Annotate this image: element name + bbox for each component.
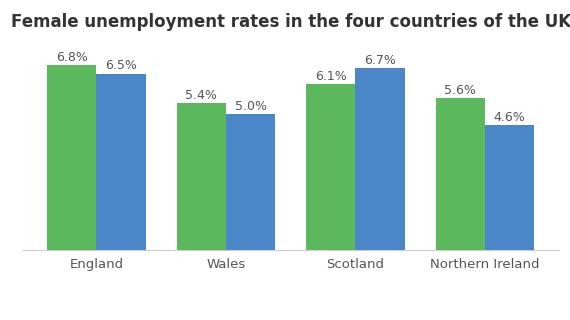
Bar: [96, 74, 145, 250]
Text: 6.5%: 6.5%: [105, 59, 137, 72]
Bar: [306, 84, 356, 250]
Text: 5.0%: 5.0%: [234, 100, 267, 113]
Title: Female unemployment rates in the four countries of the UK: Female unemployment rates in the four co…: [11, 13, 570, 31]
Text: 6.8%: 6.8%: [56, 51, 88, 64]
Bar: [485, 125, 534, 250]
Text: 4.6%: 4.6%: [494, 111, 526, 124]
Bar: [356, 68, 405, 250]
Text: 6.7%: 6.7%: [364, 54, 396, 67]
Bar: [436, 98, 485, 250]
Bar: [47, 66, 96, 250]
Text: 6.1%: 6.1%: [315, 70, 347, 83]
Text: 5.4%: 5.4%: [185, 89, 217, 102]
Bar: [177, 103, 226, 250]
Bar: [226, 114, 275, 250]
Legend: 2013, 2014: 2013, 2014: [224, 315, 357, 320]
Text: 5.6%: 5.6%: [445, 84, 477, 97]
